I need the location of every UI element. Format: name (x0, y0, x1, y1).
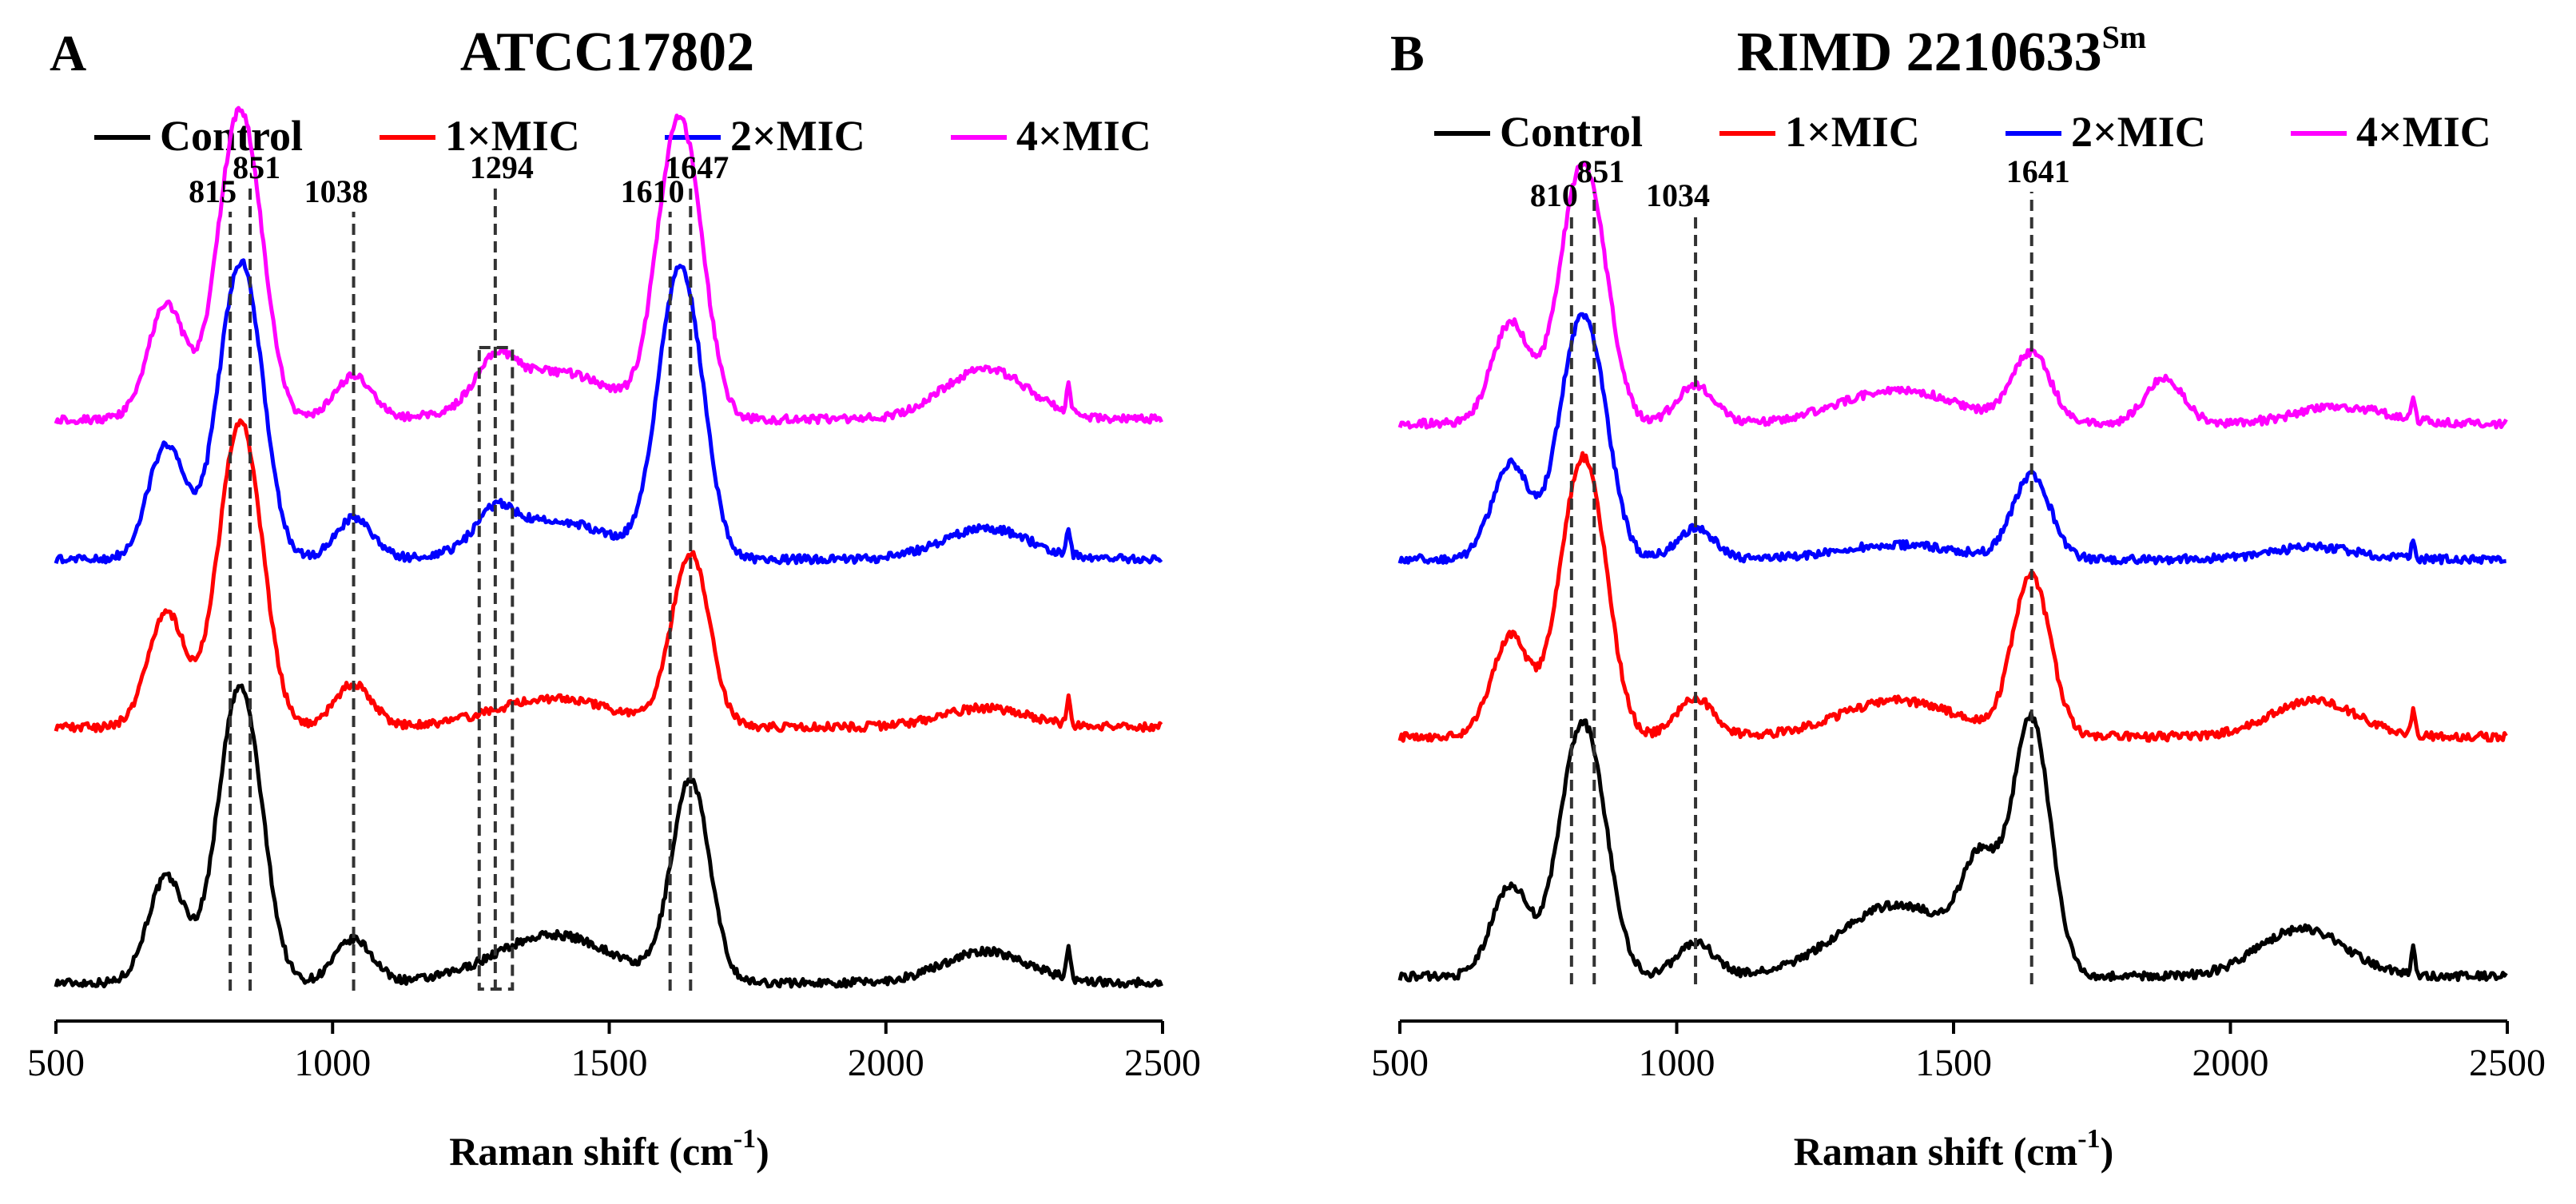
x-tick-label: 1000 (294, 1042, 371, 1084)
series-line (54, 105, 1163, 426)
legend-entry: Control (1434, 108, 1643, 156)
legend-label: Control (1500, 108, 1643, 156)
x-tick-label: 500 (1371, 1042, 1429, 1084)
x-tick-label: 2000 (848, 1042, 924, 1084)
peak-label: 1641 (2006, 153, 2070, 189)
series-line (54, 418, 1163, 733)
peak-label: 810 (1530, 177, 1578, 213)
x-axis-label: Raman shift (cm-1) (1794, 1124, 2114, 1174)
legend-label: 2×MIC (730, 112, 865, 160)
annotation-box (477, 346, 515, 991)
legend-label: 4×MIC (2356, 108, 2491, 156)
peak-label: 1610 (621, 173, 685, 209)
panel-letter: A (50, 25, 86, 81)
x-axis-label-close: ) (756, 1129, 769, 1174)
panel-title: ATCC17802 (460, 22, 754, 83)
series-line (1397, 451, 2508, 743)
peak-label: 815 (189, 173, 237, 209)
series-line (1397, 710, 2508, 983)
x-axis-label: Raman shift (cm-1) (449, 1124, 769, 1174)
x-tick-label: 1500 (571, 1042, 648, 1084)
legend-entry: 1×MIC (380, 112, 580, 160)
legend-entry: 2×MIC (2006, 108, 2206, 156)
peak-label: 851 (1576, 153, 1624, 189)
x-axis-label-close: ) (2101, 1129, 2114, 1174)
panel-title: RIMD 2210633Sm (1737, 19, 2147, 83)
legend-label: 2×MIC (2071, 108, 2206, 156)
panel-title-superscript: Sm (2102, 19, 2147, 55)
x-axis-label-superscript: -1 (733, 1124, 756, 1154)
x-tick-label: 1000 (1639, 1042, 1715, 1084)
legend-entry: 1×MIC (1719, 108, 1920, 156)
x-tick-label: 2500 (1124, 1042, 1201, 1084)
series-line (1397, 312, 2506, 566)
legend-entry: 4×MIC (951, 112, 1151, 160)
panel-b: B RIMD 2210633Sm Control 1×MIC 2×MIC 4×MIC 810… (1371, 19, 2546, 1174)
legend-entry: 2×MIC (665, 112, 865, 160)
legend-label: 4×MIC (1016, 112, 1151, 160)
legend-label: 1×MIC (445, 112, 580, 160)
x-tick-label: 2500 (2469, 1042, 2546, 1084)
series-line (54, 258, 1163, 566)
legend-label: 1×MIC (1785, 108, 1920, 156)
peak-label: 1294 (470, 149, 534, 185)
series-line (54, 683, 1163, 989)
x-tick-label: 2000 (2192, 1042, 2269, 1084)
x-tick-label: 1500 (1915, 1042, 1992, 1084)
peak-label: 1647 (665, 149, 729, 185)
peak-label: 851 (233, 149, 280, 185)
peak-label: 1038 (304, 173, 368, 209)
x-axis-label-superscript: -1 (2077, 1124, 2100, 1154)
peak-label: 1034 (1646, 177, 1710, 213)
panel-letter: B (1390, 25, 1425, 81)
legend-entry: 4×MIC (2291, 108, 2491, 156)
series-line (1397, 161, 2508, 430)
x-tick-label: 500 (27, 1042, 85, 1084)
